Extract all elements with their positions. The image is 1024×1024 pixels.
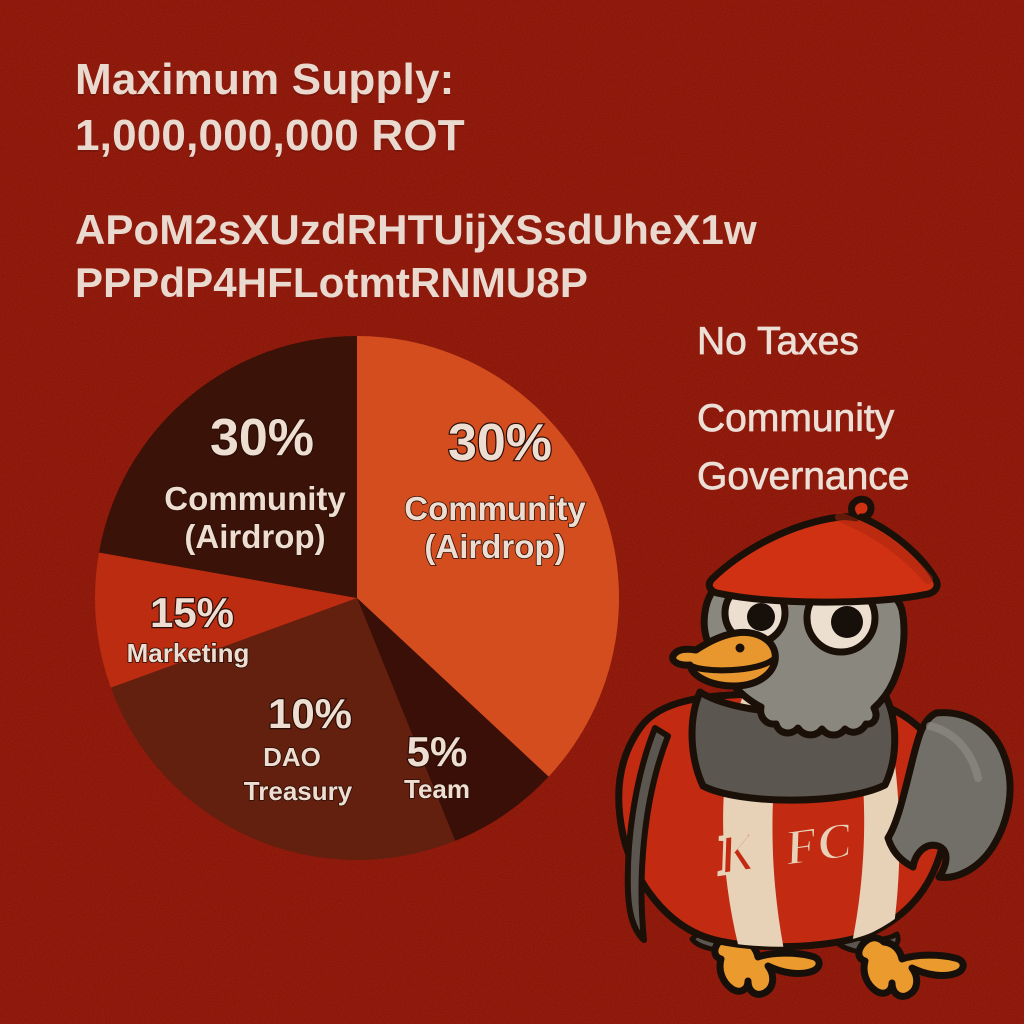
svg-text:30%: 30% (448, 414, 552, 472)
svg-text:DAO: DAO (263, 742, 321, 772)
svg-text:5%: 5% (407, 728, 468, 775)
svg-text:(Airdrop): (Airdrop) (184, 518, 325, 555)
svg-text:FC: FC (780, 811, 855, 876)
svg-text:Community: Community (404, 490, 586, 527)
svg-text:15%: 15% (150, 589, 234, 636)
svg-text:Community: Community (164, 480, 346, 517)
svg-text:(Airdrop): (Airdrop) (424, 528, 565, 565)
svg-text:Treasury: Treasury (244, 776, 353, 806)
svg-text:Marketing: Marketing (127, 638, 250, 668)
svg-text:Team: Team (404, 774, 470, 804)
svg-text:30%: 30% (210, 409, 314, 467)
svg-text:10%: 10% (268, 690, 352, 737)
